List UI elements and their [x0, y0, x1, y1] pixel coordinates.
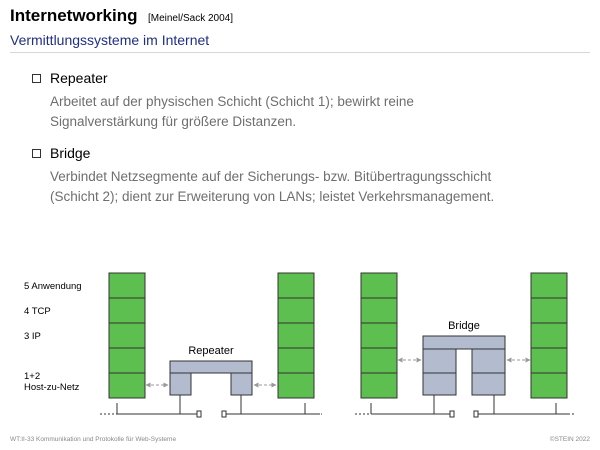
network-diagram: 5 Anwendung 4 TCP 3 IP 1+2 Host-zu-Netz …: [24, 272, 574, 418]
layer-label-4: 4 TCP: [24, 306, 51, 317]
host-stack-left-a: [108, 272, 146, 399]
stack-layer: [108, 297, 146, 324]
stack-layer: [277, 347, 315, 374]
page-subtitle: Vermittlungssysteme im Internet: [10, 32, 210, 48]
stack-layer: [277, 372, 315, 399]
stack-layer: [530, 297, 568, 324]
description-line: (Schicht 2); dient zur Erweiterung von L…: [50, 189, 495, 204]
stack-layer: [530, 372, 568, 399]
stack-layer: [530, 322, 568, 349]
stack-layer: [360, 272, 398, 299]
network-segment-right: [355, 395, 574, 418]
stack-layer: [277, 322, 315, 349]
header-divider: [10, 52, 590, 53]
stack-layer: [360, 322, 398, 349]
repeater-label: Repeater: [188, 345, 234, 357]
stack-layer: [108, 347, 146, 374]
description-line: Arbeitet auf der physischen Schicht (Sch…: [50, 94, 414, 109]
layer-label-3: 3 IP: [24, 331, 41, 342]
citation: [Meinel/Sack 2004]: [147, 13, 234, 24]
stack-layer: [530, 272, 568, 299]
item-heading: Repeater: [50, 70, 108, 86]
title-row: Internetworking [Meinel/Sack 2004]: [10, 6, 233, 26]
stack-layer: [360, 347, 398, 374]
stack-layer: [277, 272, 315, 299]
layer-label-12: 1+2: [24, 371, 40, 382]
item-description: Arbeitet auf der physischen Schicht (Sch…: [50, 92, 590, 132]
footer-right: ©STEIN 2022: [549, 436, 590, 443]
bridge-label: Bridge: [448, 320, 480, 332]
bridge-device: [422, 335, 506, 396]
repeater-device: [169, 360, 253, 396]
bullet-icon: [32, 74, 41, 83]
stack-layer: [360, 372, 398, 399]
description-line: Signalverstärkung für größere Distanzen.: [50, 114, 297, 129]
network-segment-left: [100, 395, 322, 418]
stack-layer: [360, 297, 398, 324]
stack-layer: [108, 372, 146, 399]
bullet-icon: [32, 149, 41, 158]
stack-layer: [277, 297, 315, 324]
host-stack-right-a: [360, 272, 398, 399]
layer-label-host-to-net: Host-zu-Netz: [24, 382, 80, 393]
host-stack-left-b: [277, 272, 315, 399]
item-heading: Bridge: [50, 145, 91, 161]
stack-layer: [108, 322, 146, 349]
layer-label-5: 5 Anwendung: [24, 281, 82, 292]
stack-layer: [108, 272, 146, 299]
footer-left: WT:II-33 Kommunikation und Protokolle fü…: [10, 436, 177, 443]
host-stack-right-b: [530, 272, 568, 399]
stack-layer: [530, 347, 568, 374]
description-line: Verbindet Netzsegmente auf der Sicherung…: [50, 169, 492, 184]
item-description: Verbindet Netzsegmente auf der Sicherung…: [50, 167, 590, 207]
page-title: Internetworking: [10, 6, 138, 25]
